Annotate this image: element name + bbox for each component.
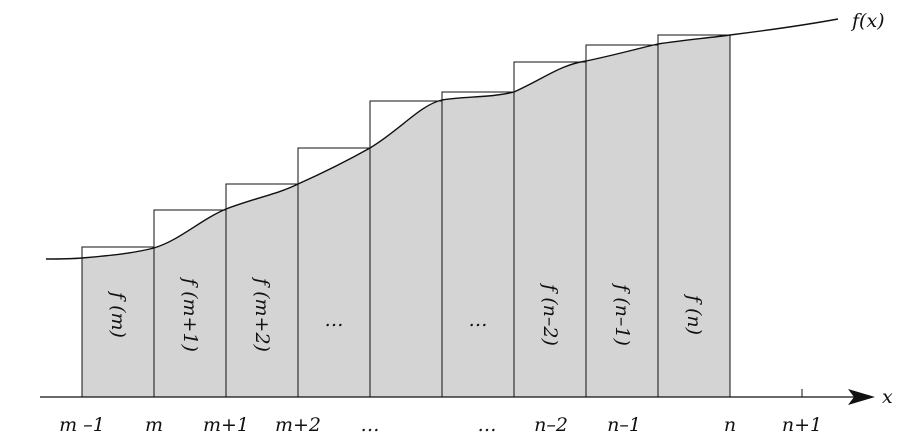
bar-label: f (n–1): [611, 282, 633, 346]
bar-label: f (m+1): [179, 276, 201, 352]
function-curve: [45, 18, 839, 260]
bar-label: …: [325, 309, 344, 331]
x-tick-label: m: [145, 414, 163, 436]
x-tick-label: m –1: [59, 414, 105, 436]
x-tick-label: n–1: [607, 414, 641, 436]
x-tick-label: n–2: [534, 414, 568, 436]
x-tick-label: n+1: [782, 414, 822, 436]
bar-label: f (n–2): [539, 282, 561, 346]
curve-label: f(x): [850, 10, 885, 32]
x-tick-label: m+1: [203, 414, 249, 436]
bar-label: …: [469, 309, 488, 331]
x-tick-label: m+2: [275, 414, 321, 436]
area-under-curve: [82, 35, 730, 397]
x-tick-label: …: [361, 414, 380, 436]
bar-label: f (n): [683, 293, 705, 335]
axis-label: x: [882, 386, 893, 408]
bar-value-labels: f (m) f (m+1) f (m+2) … … f (n–2) f (n–1) f (n): [107, 276, 705, 352]
bar-label: f (m+2): [251, 276, 273, 352]
x-axis-arrowhead: [848, 389, 875, 405]
x-tick-label: n: [724, 414, 736, 436]
x-tick-label: …: [478, 414, 497, 436]
x-tick-labels: m –1 m m+1 m+2 … … n–2 n–1 n n+1: [59, 414, 822, 436]
bar-label: f (m): [107, 290, 129, 338]
